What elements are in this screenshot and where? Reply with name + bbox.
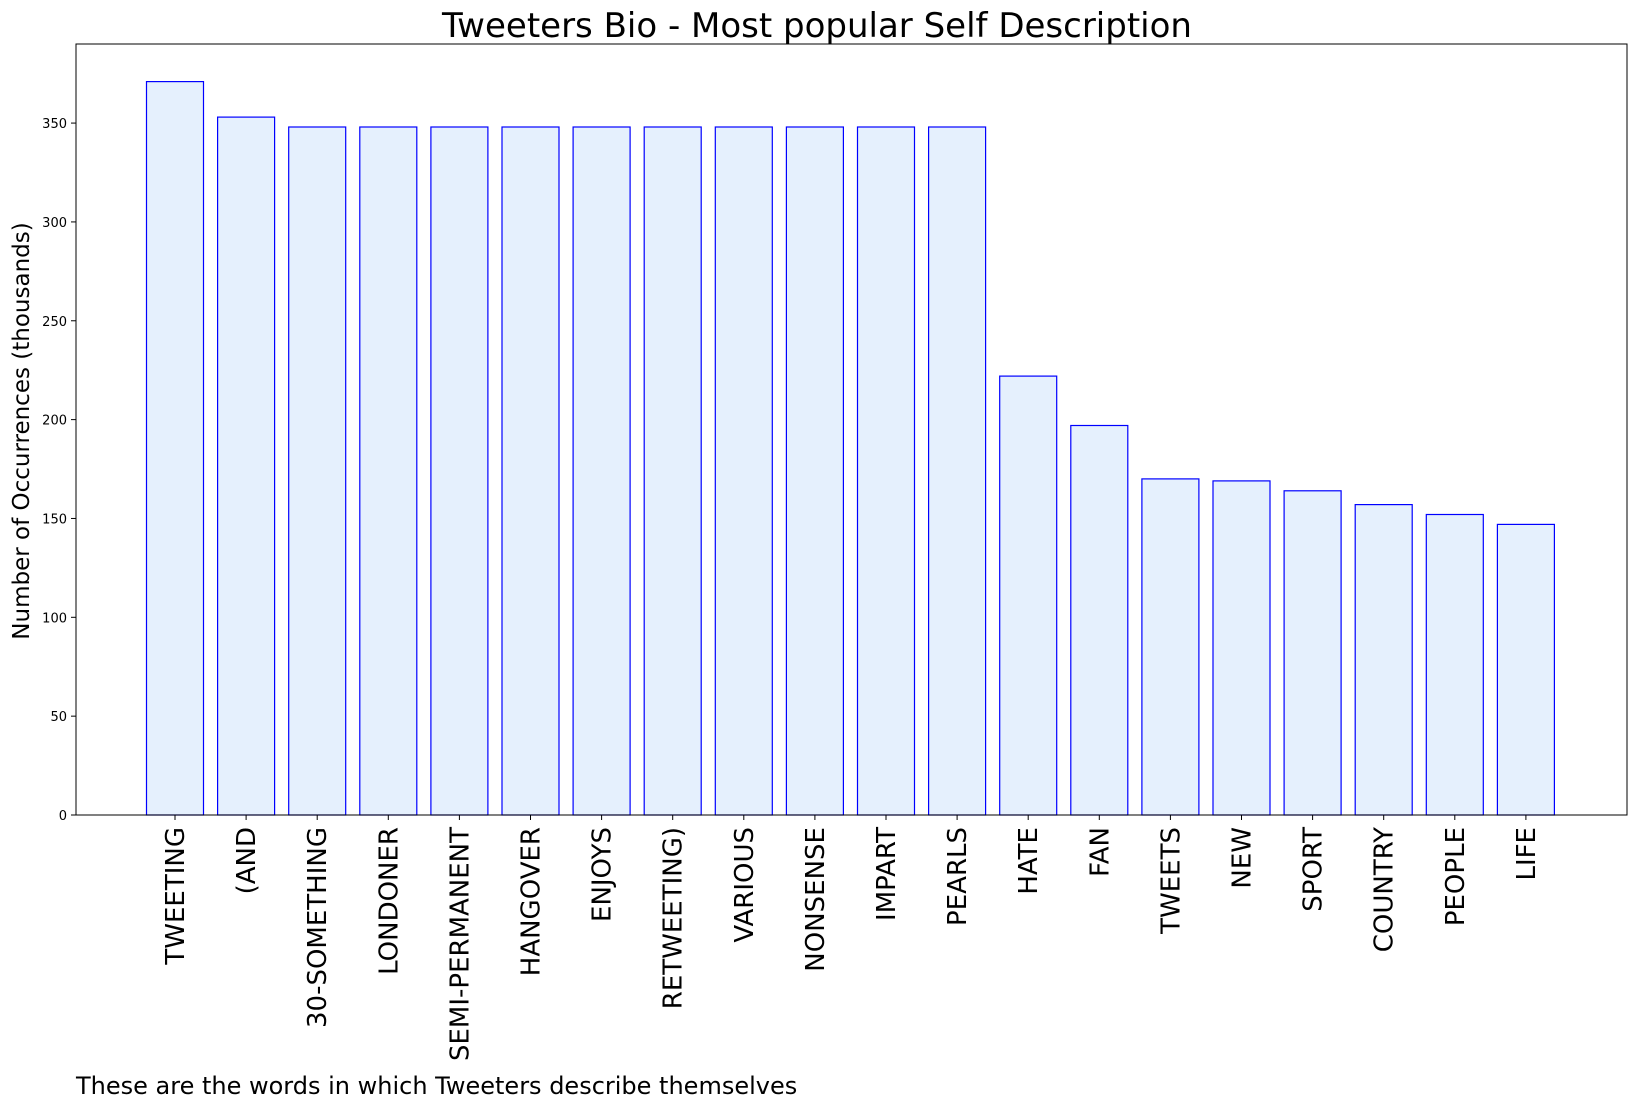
x-tick-label: FAN (1085, 827, 1115, 877)
x-tick-label: VARIOUS (730, 827, 760, 943)
x-tick-label: ENJOYS (588, 827, 618, 922)
x-tick-label: RETWEETING) (659, 827, 689, 1009)
bar-new (1212, 480, 1271, 816)
y-tick-label: 250 (42, 315, 67, 330)
x-tick-label: SPORT (1299, 827, 1329, 912)
x-tick-label: NONSENSE (801, 827, 831, 972)
x-tick-label: SEMI-PERMANENT (445, 827, 475, 1061)
chart-title: Tweeters Bio - Most popular Self Descrip… (441, 6, 1192, 46)
y-tick-label: 50 (50, 710, 67, 725)
x-tick-label: 30-SOMETHING (303, 827, 333, 1028)
bars-layer (145, 80, 1556, 816)
bar-30-something (288, 126, 347, 816)
bar-hangover (501, 126, 560, 816)
y-tick-label: 200 (42, 414, 67, 429)
bar-country (1354, 504, 1413, 816)
bar-hate (999, 375, 1058, 816)
y-tick-label: 300 (42, 216, 67, 231)
bar-and (217, 116, 276, 816)
bar-enjoys (572, 126, 631, 816)
chart-caption: These are the words in which Tweeters de… (76, 1072, 798, 1100)
x-tick-label: LONDONER (374, 827, 404, 975)
bar-pearls (927, 126, 987, 816)
bar-tweeting (145, 80, 205, 816)
bar-retweeting (643, 126, 702, 816)
x-tick-label: LIFE (1512, 827, 1542, 881)
bar-impart (856, 126, 916, 816)
y-axis-ticks: 0 50 100 150 200 250 300 350 (42, 117, 76, 824)
x-axis-ticks: TWEETING (AND 30-SOMETHING LONDONER SEMI-PER… (161, 815, 1542, 1061)
y-tick-label: 0 (59, 809, 67, 824)
bar-tweets (1141, 478, 1200, 816)
bar-semi-permanent (430, 126, 489, 816)
x-tick-label: PEOPLE (1441, 827, 1471, 926)
plot-frame (75, 43, 1628, 816)
x-tick-label: COUNTRY (1370, 827, 1400, 952)
bar-nonsense (785, 126, 845, 816)
bar-londoner (359, 126, 418, 816)
bar-various (714, 126, 773, 816)
x-tick-label: TWEETING (161, 827, 191, 966)
y-axis-label: Number of Occurrences (thousands) (9, 222, 35, 639)
bar-people (1425, 513, 1484, 816)
bar-fan (1070, 424, 1129, 816)
bar-sport (1283, 490, 1342, 816)
bar-life (1496, 523, 1556, 816)
x-tick-label: HANGOVER (517, 827, 547, 976)
x-tick-label: HATE (1014, 827, 1044, 895)
x-tick-label: PEARLS (943, 827, 973, 926)
x-tick-label: (AND (232, 827, 262, 894)
y-tick-label: 350 (42, 117, 67, 132)
x-tick-label: TWEETS (1156, 827, 1186, 935)
x-tick-label: IMPART (872, 827, 902, 921)
y-tick-label: 100 (42, 611, 67, 626)
x-tick-label: NEW (1228, 827, 1258, 889)
y-tick-label: 150 (42, 512, 67, 527)
